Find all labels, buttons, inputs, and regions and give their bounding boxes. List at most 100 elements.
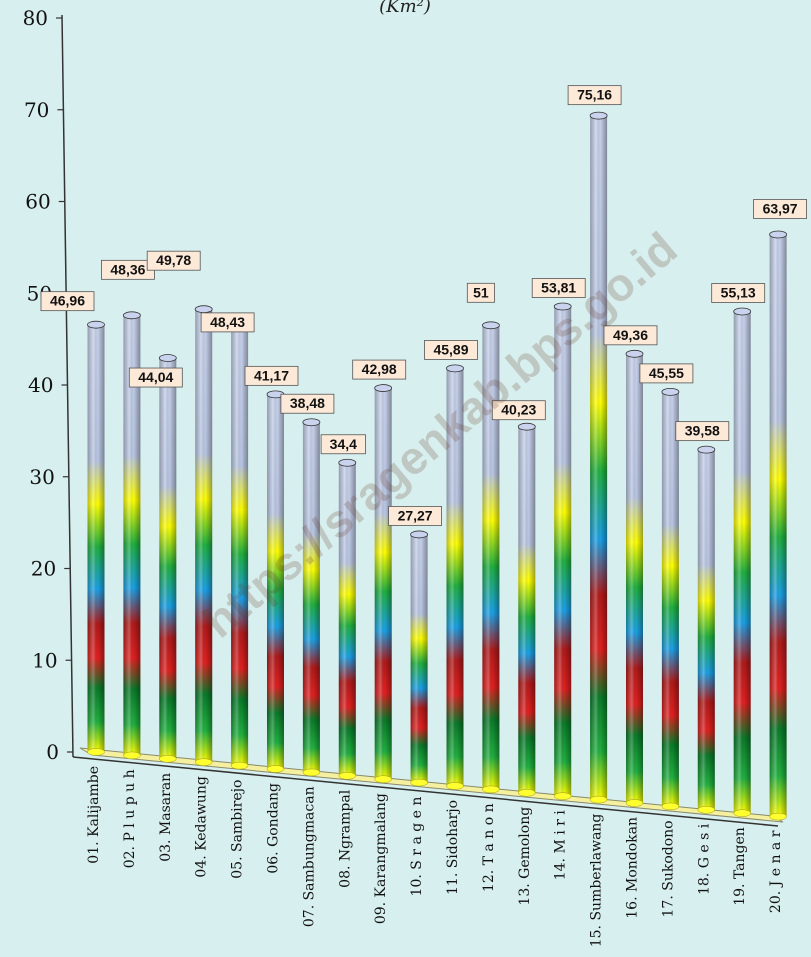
- bar-base: [769, 812, 787, 821]
- bar: [338, 458, 357, 780]
- value-label-box: [567, 85, 622, 106]
- bar-base: [518, 789, 536, 797]
- value-label: 34,4: [320, 434, 366, 455]
- value-label-text: 46,96: [50, 293, 85, 309]
- value-label: 55,13: [711, 283, 766, 303]
- value-label-box: [200, 312, 255, 333]
- bar-top: [374, 384, 393, 392]
- bar-shading: [123, 315, 141, 756]
- bar-shading: [769, 234, 787, 817]
- value-label-text: 53,81: [541, 280, 576, 296]
- bar-top: [733, 307, 752, 316]
- bar-shading: [733, 311, 751, 814]
- bar-base: [266, 765, 285, 773]
- y-tick-label: 40: [28, 373, 53, 397]
- bar-shading: [302, 422, 320, 773]
- value-label-text: 44,04: [138, 369, 173, 385]
- category-labels: 01. Kalijambe 02. P l u p u h 03. Masaran 0…: [86, 766, 784, 947]
- bar-shading: [482, 325, 500, 790]
- bar: [230, 320, 249, 770]
- category-label: 16. Mondokan: [625, 817, 641, 919]
- value-label-box: [491, 400, 546, 421]
- bar-base: [374, 775, 392, 783]
- value-label-text: 48,43: [210, 314, 245, 330]
- y-axis-line: [61, 14, 74, 758]
- bar-base: [410, 778, 428, 787]
- value-label-box: [388, 506, 443, 526]
- bar-shading: [87, 324, 105, 752]
- bar-top: [697, 445, 716, 454]
- bar-base: [302, 768, 321, 777]
- bar-top: [410, 530, 429, 539]
- y-tick-label: 20: [31, 557, 56, 581]
- y-tick-label: 10: [32, 648, 57, 672]
- value-label: 41,17: [244, 365, 299, 386]
- bar: [661, 387, 680, 811]
- bar-shading: [410, 534, 428, 783]
- category-label: 10. S r a g e n: [409, 797, 425, 897]
- category-label: 08. Ngrampal: [337, 789, 353, 888]
- value-label: 38,48: [280, 393, 335, 414]
- category-label: 19. Tangen: [732, 827, 748, 906]
- value-label: 46,96: [40, 291, 95, 312]
- value-label-box: [280, 393, 335, 414]
- value-label-text: 75,16: [577, 87, 612, 103]
- bar: [266, 390, 285, 773]
- bar-base: [697, 806, 716, 814]
- y-tick-label: 80: [23, 6, 48, 30]
- category-label: 09. Karangmalang: [373, 793, 389, 924]
- bar-shading: [338, 462, 356, 776]
- value-label: 42,98: [352, 359, 407, 380]
- bar-top: [517, 422, 536, 431]
- bar-top: [87, 320, 105, 329]
- value-label-box: [40, 291, 95, 312]
- value-label: 49,78: [146, 250, 201, 271]
- category-label: 14. M i r i: [553, 810, 569, 881]
- bar-base: [87, 748, 105, 756]
- bar-shading: [267, 394, 284, 769]
- bar-base: [338, 772, 357, 780]
- bar: [553, 302, 572, 800]
- value-label: 48,43: [200, 312, 255, 333]
- bar-top: [553, 302, 572, 311]
- value-label-text: 27,27: [398, 507, 433, 523]
- category-label: 15. Sumberlawang: [589, 814, 605, 948]
- bar: [194, 305, 213, 766]
- value-label-box: [639, 363, 694, 384]
- value-label-box: [675, 421, 730, 442]
- bar-shading: [518, 426, 536, 793]
- chart-title-fragment: (Km²): [379, 0, 431, 17]
- bar-base: [482, 785, 500, 794]
- bar: [374, 384, 393, 783]
- category-label: 06. Gondang: [266, 783, 282, 874]
- value-label-text: 45,89: [433, 341, 468, 357]
- bar: [697, 445, 716, 814]
- category-label: 02. P l u p u h: [122, 769, 138, 868]
- category-label: 11. Sidoharjo: [445, 800, 461, 895]
- bar: [158, 354, 177, 763]
- value-label-box: [146, 250, 201, 271]
- bar: [302, 418, 321, 777]
- y-tick-label: 30: [29, 465, 54, 489]
- bar-top: [625, 349, 644, 358]
- category-label: 04. Kedawung: [194, 776, 210, 877]
- category-label: 17. Sukodono: [660, 820, 676, 917]
- value-label-box: [531, 278, 586, 298]
- value-label-box: [753, 199, 807, 219]
- value-label-text: 51: [473, 284, 489, 300]
- value-label-text: 38,48: [290, 395, 325, 411]
- bar-top: [338, 458, 357, 467]
- value-label-box: [603, 325, 658, 346]
- value-label-text: 45,55: [649, 365, 684, 381]
- value-label-box: [128, 367, 183, 388]
- value-label: 49,36: [603, 325, 658, 346]
- bar-shading: [159, 358, 177, 759]
- value-label-text: 63,97: [763, 200, 798, 216]
- value-label: 48,36: [101, 259, 155, 280]
- bar: [446, 364, 464, 790]
- bar: [481, 321, 500, 794]
- bar: [122, 311, 141, 760]
- bar-shading: [626, 353, 643, 803]
